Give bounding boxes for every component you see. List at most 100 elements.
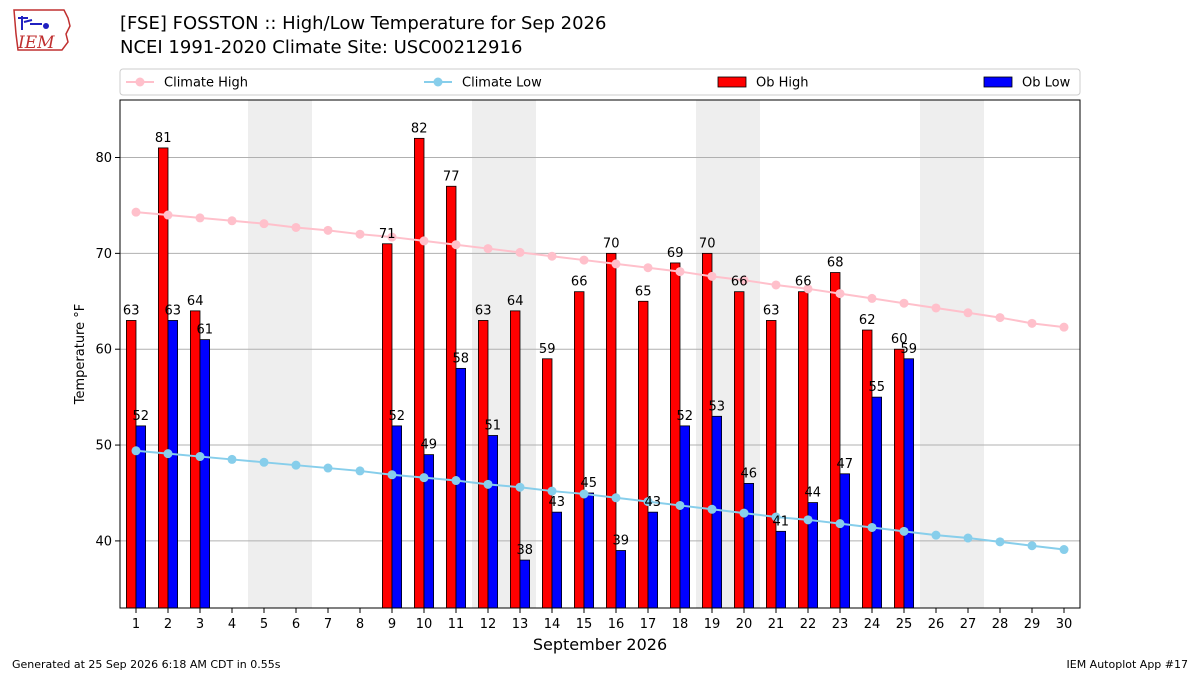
ob-low-label-day-3: 61 [197,323,214,338]
ob-low-label-day-11: 58 [453,351,470,366]
climate-high-point-day-1 [131,207,141,217]
ob-high-label-day-22: 66 [795,275,812,290]
climate-high-point-day-16 [611,259,621,269]
x-tick-label-14: 14 [544,617,561,632]
ob-high-bar-day-22 [798,291,809,609]
y-tick-label-60: 60 [95,343,112,358]
x-tick-label-5: 5 [260,617,268,632]
climate-high-point-day-21 [771,280,781,290]
climate-high-point-day-25 [899,298,909,308]
ob-low-bar-day-25 [903,358,914,609]
legend-ob-high-swatch [717,76,747,88]
climate-high-point-day-24 [867,293,877,303]
ob-low-label-day-21: 41 [773,514,790,529]
ob-high-label-day-15: 66 [571,275,588,290]
x-tick-label-18: 18 [672,617,689,632]
y-tick-label-70: 70 [95,247,112,262]
y-tick-label-50: 50 [95,439,112,454]
legend-climate-high-swatch-marker [135,77,145,87]
x-tick-label-17: 17 [640,617,657,632]
ob-high-bar-day-23 [830,272,841,609]
climate-low-point-day-4 [227,454,237,464]
climate-low-point-day-15 [579,489,589,499]
ob-low-bar-day-23 [839,473,850,609]
x-tick-label-24: 24 [864,617,881,632]
ob-high-bar-day-13 [509,310,521,609]
x-tick-label-28: 28 [992,617,1009,632]
ob-high-label-day-25: 60 [891,332,908,347]
climate-high-point-day-7 [323,225,333,235]
legend-climate-low-label: Climate Low [462,76,542,91]
ob-high-bar-day-21 [766,320,777,609]
x-tick-label-3: 3 [196,617,204,632]
climate-low-point-day-14 [547,486,557,496]
climate-high-point-day-14 [547,251,557,261]
ob-high-bar-day-10 [413,137,425,609]
climate-low-point-day-11 [451,476,461,486]
ob-high-label-day-1: 63 [123,303,140,318]
x-tick-label-20: 20 [736,617,753,632]
x-tick-label-16: 16 [608,617,625,632]
climate-low-point-day-1 [131,446,141,456]
x-tick-label-27: 27 [960,617,977,632]
climate-high-point-day-8 [355,229,365,239]
x-tick-label-23: 23 [832,617,849,632]
climate-low-point-day-27 [963,533,973,543]
ob-low-label-day-14: 43 [549,495,566,510]
climate-high-point-day-29 [1027,318,1037,328]
ob-high-label-day-16: 70 [603,236,620,251]
ob-low-bar-day-20 [743,482,754,609]
ob-high-bar-day-18 [670,262,681,609]
climate-low-point-day-18 [675,500,685,510]
climate-high-point-day-9 [387,232,397,242]
climate-low-point-day-10 [419,473,429,483]
x-tick-label-8: 8 [356,617,364,632]
climate-low-point-day-7 [323,463,333,473]
y-tick-label-40: 40 [95,534,112,549]
x-tick-label-13: 13 [512,617,529,632]
ob-high-label-day-17: 65 [635,284,652,299]
ob-high-label-day-10: 82 [411,121,428,136]
ob-low-label-day-18: 52 [677,409,694,424]
x-tick-label-25: 25 [896,617,913,632]
y-axis-label: Temperature °F [73,304,88,405]
ob-low-label-day-20: 46 [741,466,758,481]
legend-climate-high-label: Climate High [164,76,248,91]
climate-high-point-day-26 [931,303,941,313]
climate-low-point-day-13 [515,482,525,492]
climate-high-point-day-23 [835,289,845,299]
climate-high-point-day-22 [803,284,813,294]
ob-low-bar-day-3 [199,339,210,609]
climate-low-point-day-20 [739,508,749,518]
weekend-band-1 [248,100,312,608]
ob-low-label-day-24: 55 [869,380,886,395]
ob-low-bar-day-15 [583,492,594,609]
ob-low-bar-day-9 [391,425,402,609]
climate-low-point-day-28 [995,537,1005,547]
x-tick-label-6: 6 [292,617,300,632]
ob-high-label-day-11: 77 [443,169,460,184]
climate-low-point-day-8 [355,466,365,476]
ob-high-bar-day-19 [702,252,713,609]
x-tick-label-1: 1 [132,617,140,632]
legend-climate-low-swatch-marker [433,77,443,87]
ob-low-label-day-19: 53 [709,399,726,414]
ob-high-label-day-21: 63 [763,303,780,318]
climate-low-point-day-21 [771,512,781,522]
climate-high-point-day-10 [419,236,429,246]
ob-low-label-day-23: 47 [837,457,854,472]
climate-low-point-day-17 [643,497,653,507]
x-tick-label-2: 2 [164,617,172,632]
ob-high-bar-day-12 [477,320,489,609]
x-tick-label-7: 7 [324,617,332,632]
climate-low-point-day-16 [611,493,621,503]
climate-high-point-day-27 [963,308,973,318]
logo-text: IEM [17,33,55,53]
climate-low-point-day-22 [803,515,813,525]
ob-high-label-day-9: 71 [379,227,396,242]
ob-high-label-day-19: 70 [699,236,716,251]
climate-high-point-day-28 [995,313,1005,323]
climate-high-point-day-2 [163,210,173,220]
climate-low-point-day-6 [291,460,301,470]
